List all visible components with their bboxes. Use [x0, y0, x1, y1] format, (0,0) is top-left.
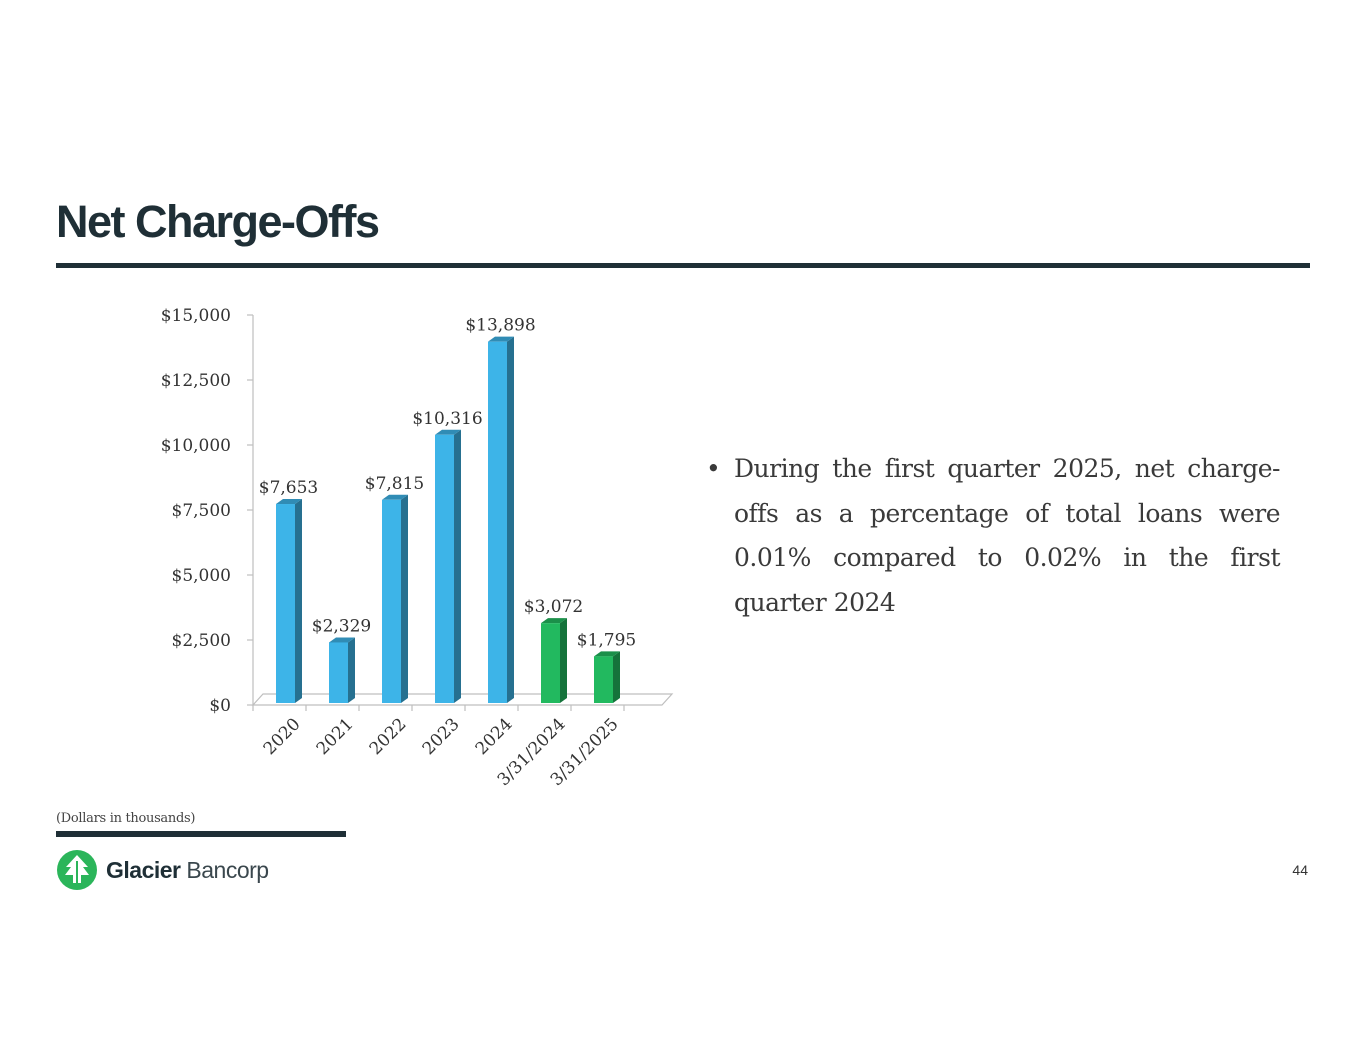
- bar-top: [276, 499, 302, 505]
- bar-top: [382, 494, 408, 500]
- bar-top: [329, 637, 355, 643]
- data-label: $7,653: [259, 478, 318, 498]
- footnote: (Dollars in thousands): [56, 811, 196, 826]
- y-tick-label: $10,000: [161, 436, 231, 456]
- logo-text: Glacier Bancorp: [106, 857, 269, 884]
- bar-top: [435, 429, 461, 435]
- bar: [276, 504, 295, 703]
- bar: [382, 499, 401, 703]
- bullet-dot: •: [706, 454, 721, 483]
- bar-top: [541, 618, 567, 624]
- x-tick-label: 2024: [472, 714, 517, 759]
- pine-tree-icon: [57, 850, 97, 890]
- logo-text-light: Bancorp: [180, 856, 269, 883]
- bar-side: [295, 499, 302, 703]
- x-tick-label: 2023: [419, 714, 464, 759]
- y-tick-label: $15,000: [161, 306, 231, 326]
- bar-top: [488, 336, 514, 342]
- title-divider: [56, 263, 1310, 268]
- bar: [488, 341, 507, 703]
- company-logo: Glacier Bancorp: [56, 849, 269, 891]
- page-number: 44: [1292, 862, 1308, 878]
- bar-side: [560, 618, 567, 703]
- bar-side: [454, 429, 461, 703]
- net-charge-offs-chart: $0 $2,500 $5,000 $7,500 $10,000 $12,500 $15,00…: [161, 306, 674, 790]
- bar: [329, 642, 348, 703]
- y-tick-label: $5,000: [172, 566, 231, 586]
- bar-side: [507, 336, 514, 703]
- bar-top: [594, 651, 620, 657]
- bar: [435, 434, 454, 703]
- bar-side: [401, 494, 408, 703]
- bullet-point: • During the first quarter 2025, net cha…: [706, 447, 1281, 625]
- data-label: $1,795: [577, 630, 636, 650]
- x-tick-label: 2020: [260, 714, 305, 759]
- data-label: $7,815: [365, 474, 424, 494]
- data-label: $13,898: [465, 316, 535, 336]
- bar-side: [348, 637, 355, 703]
- y-tick-label: $2,500: [172, 631, 231, 651]
- bar: [541, 623, 560, 703]
- y-tick-label: $0: [209, 696, 231, 716]
- y-tick-label: $12,500: [161, 371, 231, 391]
- data-label: $3,072: [524, 597, 583, 617]
- logo-text-bold: Glacier: [106, 856, 181, 883]
- y-tick-label: $7,500: [172, 501, 231, 521]
- chart-floor: [251, 693, 674, 706]
- bullet-text: During the first quarter 2025, net charg…: [734, 454, 1281, 617]
- x-tick-label: 2022: [366, 714, 411, 759]
- footer-divider: [56, 831, 346, 837]
- bar: [594, 656, 613, 703]
- bar-side: [613, 651, 620, 703]
- x-tick-label: 2021: [313, 714, 358, 759]
- slide-title: Net Charge-Offs: [56, 196, 380, 247]
- data-label: $10,316: [412, 409, 482, 429]
- data-label: $2,329: [312, 616, 371, 636]
